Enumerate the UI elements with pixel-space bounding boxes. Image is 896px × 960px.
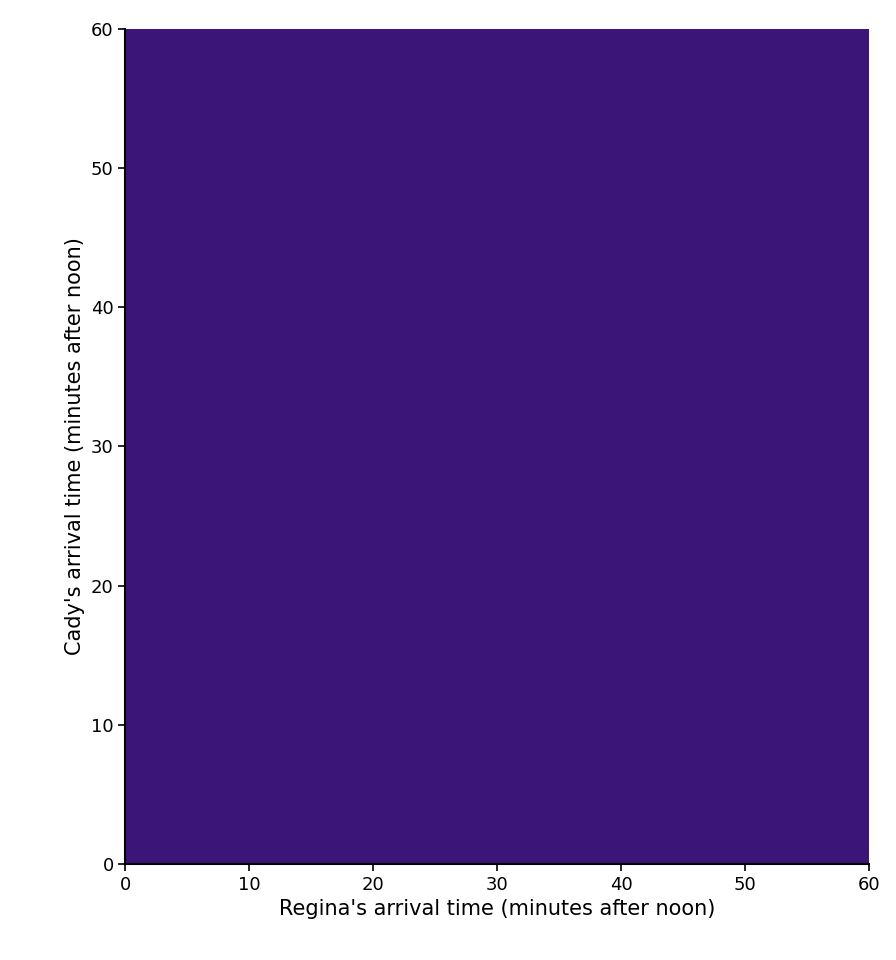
X-axis label: Regina's arrival time (minutes after noon): Regina's arrival time (minutes after noo…: [279, 900, 716, 920]
Y-axis label: Cady's arrival time (minutes after noon): Cady's arrival time (minutes after noon): [65, 237, 85, 656]
